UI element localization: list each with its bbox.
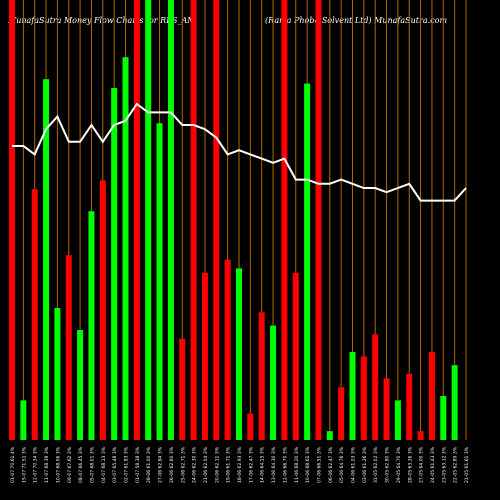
outflow-bar xyxy=(31,189,38,440)
outflow-bar xyxy=(281,0,288,440)
x-tick-label: 02-07 61.83 3% xyxy=(124,446,130,483)
outflow-bar xyxy=(99,180,106,440)
outflow-bar xyxy=(201,272,208,440)
x-tick-label: 18-06 62.93 3% xyxy=(237,446,243,483)
x-tick-label: 10-07 68.06 3% xyxy=(55,446,61,483)
outflow-bar xyxy=(9,0,15,440)
outflow-bar xyxy=(428,352,435,440)
outflow-bar xyxy=(179,338,186,440)
x-tick-label: 14-06 64.15 3% xyxy=(260,446,266,483)
x-tick-label: 12-06 66.70 3% xyxy=(282,446,288,483)
inflow-bar xyxy=(20,400,27,440)
bar-layer xyxy=(9,0,458,440)
x-tick-label: 22-05 62.89 3% xyxy=(453,446,459,483)
x-tick-label: 08-07 66.45 3% xyxy=(78,446,84,483)
x-tick-label: 23-05 63.12 3% xyxy=(441,446,447,483)
outflow-bar xyxy=(383,378,390,440)
x-tick-label: 11-07 68.39 3% xyxy=(44,446,50,483)
x-tick-label: 21-06 62.54 3% xyxy=(203,446,209,483)
x-tick-label: 27-05 64.00 3% xyxy=(419,446,425,483)
x-tick-label: 15-07 71.51 3% xyxy=(21,446,27,483)
inflow-bar xyxy=(451,365,458,440)
outflow-bar xyxy=(65,255,72,440)
inflow-bar xyxy=(326,431,333,440)
x-tick-label: 24-06 62.30 3% xyxy=(192,446,198,483)
x-tick-label: 27-06 62.84 3% xyxy=(158,446,164,483)
x-tick-label: 21-05 61.61 3% xyxy=(464,446,470,483)
inflow-bar xyxy=(122,57,129,440)
outflow-bar xyxy=(258,312,265,440)
inflow-bar xyxy=(304,83,311,440)
outflow-bar xyxy=(417,431,424,440)
inflow-bar xyxy=(111,88,118,440)
chart-title-left: MunafaSutra Money Flow Charts for RBS_AM xyxy=(8,16,196,25)
inflow-bar xyxy=(88,211,95,440)
x-tick-label: 19-06 61.71 3% xyxy=(226,446,232,483)
inflow-bar xyxy=(440,396,447,440)
x-tick-label: 28-05 63.26 3% xyxy=(407,446,413,483)
x-tick-labels: 01-07 70.61 4% 15-07 71.51 3% 12-07 70.34 … xyxy=(10,446,470,483)
x-tick-label: 30-05 62.80 3% xyxy=(385,446,391,483)
x-tick-label: 10-06 68.61 3% xyxy=(305,446,311,483)
outflow-bar xyxy=(372,334,379,440)
inflow-bar xyxy=(167,0,174,440)
chart-title-right: (Rama Phobo Solvent Ltd) MunafaSutra.com xyxy=(265,16,448,25)
inflow-bar xyxy=(54,308,61,440)
x-tick-label: 25-06 62.71 3% xyxy=(180,446,186,483)
outflow-bar xyxy=(315,0,322,440)
outflow-bar xyxy=(133,0,140,440)
outflow-bar xyxy=(360,356,367,440)
x-tick-label: 01-07 70.61 4% xyxy=(10,446,16,483)
outflow-bar xyxy=(247,413,254,440)
x-tick-label: 07-06 66.51 3% xyxy=(316,446,322,483)
inflow-bar xyxy=(236,268,242,440)
x-tick-label: 20-06 62.11 3% xyxy=(214,446,220,483)
x-tick-label: 13-06 64.30 3% xyxy=(271,446,277,483)
outflow-bar xyxy=(213,0,220,440)
x-tick-label: 01-07 58.38 3% xyxy=(135,446,141,483)
x-tick-label: 06-06 62.47 3% xyxy=(328,446,334,483)
inflow-bar xyxy=(349,352,356,440)
x-tick-label: 04-07 68.13 3% xyxy=(101,446,107,483)
inflow-bar xyxy=(43,79,50,440)
x-tick-label: 26-06 62.60 3% xyxy=(169,446,175,483)
x-tick-label: 12-07 70.34 3% xyxy=(33,446,39,483)
inflow-bar xyxy=(145,0,152,440)
x-tick-label: 05-06 64.76 3% xyxy=(339,446,345,483)
outflow-bar xyxy=(292,272,299,440)
outflow-bar xyxy=(190,0,197,440)
inflow-bar xyxy=(270,325,277,440)
outflow-bar xyxy=(224,259,231,440)
x-tick-label: 31-05 62.02 3% xyxy=(373,446,379,483)
inflow-bar xyxy=(394,400,401,440)
x-tick-label: 03-07 65.48 3% xyxy=(112,446,118,483)
x-tick-label: 28-06 61.00 3% xyxy=(146,446,152,483)
x-tick-label: 29-05 64.70 3% xyxy=(396,446,402,483)
x-tick-label: 04-06 61.03 3% xyxy=(351,446,357,483)
x-tick-label: 17-06 62.47 3% xyxy=(248,446,254,483)
inflow-bar xyxy=(156,123,163,440)
x-tick-label: 09-07 67.62 3% xyxy=(67,446,73,483)
x-tick-label: 24-05 61.43 3% xyxy=(430,446,436,483)
x-tick-label: 03-06 61.26 3% xyxy=(362,446,368,483)
x-tick-label: 05-07 68.01 3% xyxy=(89,446,95,483)
outflow-bar xyxy=(406,374,413,440)
x-tick-label: 11-06 68.20 3% xyxy=(294,446,300,483)
inflow-bar xyxy=(77,330,84,440)
money-flow-line xyxy=(12,102,467,202)
outflow-bar xyxy=(338,387,345,440)
